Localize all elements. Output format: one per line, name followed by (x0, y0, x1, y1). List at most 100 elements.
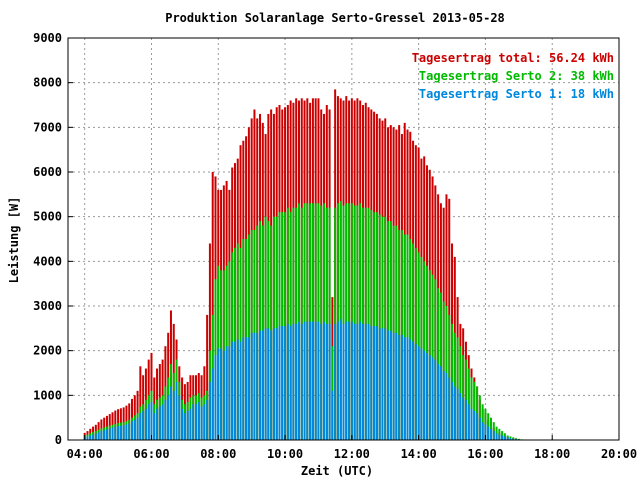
series-serto-1 (83, 319, 523, 440)
bar-serto-1 (400, 335, 403, 440)
bar-serto-2 (406, 234, 409, 440)
y-tick-label: 5000 (33, 210, 62, 224)
bar-serto-2 (448, 314, 451, 440)
bar-serto-2 (484, 408, 487, 440)
bar-serto-1 (131, 421, 134, 440)
bar-serto-1 (119, 425, 122, 440)
bar-serto-1 (428, 355, 431, 440)
bar-serto-1 (464, 399, 467, 440)
bar-serto-1 (114, 426, 117, 440)
bar-serto-1 (192, 404, 195, 440)
bar-serto-1 (323, 321, 326, 440)
y-axis-label: Leistung [W] (7, 197, 21, 284)
bar-serto-1 (484, 424, 487, 440)
bar-serto-1 (100, 431, 103, 440)
bar-serto-1 (395, 332, 398, 440)
bar-serto-2 (259, 221, 262, 440)
bar-serto-1 (389, 330, 392, 440)
bar-serto-1 (456, 388, 459, 440)
bar-serto-1 (245, 337, 248, 440)
bar-serto-1 (281, 326, 284, 440)
bar-serto-1 (292, 323, 295, 440)
bar-serto-2 (353, 205, 356, 440)
bar-serto-2 (370, 209, 373, 440)
bar-serto-2 (334, 207, 337, 440)
x-tick-label: 04:00 (67, 447, 103, 461)
bar-serto-1 (267, 328, 270, 440)
bar-serto-1 (361, 323, 364, 440)
bar-serto-2 (342, 205, 345, 440)
bar-serto-2 (295, 207, 298, 440)
bar-serto-1 (153, 413, 156, 440)
bar-serto-1 (492, 431, 495, 440)
bar-serto-1 (359, 321, 362, 440)
bar-serto-1 (256, 332, 259, 440)
bar-serto-2 (437, 288, 440, 440)
bar-serto-1 (325, 323, 328, 440)
bar-serto-1 (403, 337, 406, 440)
bar-serto-1 (172, 390, 175, 440)
bar-serto-1 (242, 337, 245, 440)
x-tick-label: 10:00 (267, 447, 303, 461)
bar-serto-1 (167, 395, 170, 440)
bar-serto-1 (128, 423, 131, 440)
bar-serto-1 (197, 402, 200, 440)
bar-serto-1 (473, 410, 476, 440)
y-tick-label: 6000 (33, 165, 62, 179)
bar-serto-2 (367, 207, 370, 440)
bar-serto-1 (420, 348, 423, 440)
bar-serto-1 (250, 332, 253, 440)
bar-serto-1 (501, 435, 504, 440)
x-tick-label: 16:00 (467, 447, 503, 461)
bar-serto-1 (373, 326, 376, 440)
bar-serto-2 (478, 395, 481, 440)
y-axis: 0 1000 2000 3000 4000 5000 6000 7000 8000 9000 (33, 31, 73, 447)
bar-serto-1 (136, 417, 139, 440)
bar-serto-1 (512, 438, 515, 440)
bar-serto-1 (297, 321, 300, 440)
bar-serto-1 (222, 350, 225, 440)
bar-serto-2 (498, 428, 501, 440)
bar-serto-1 (208, 381, 211, 440)
bar-serto-1 (378, 328, 381, 440)
bar-serto-1 (233, 341, 236, 440)
bar-serto-1 (367, 323, 370, 440)
bar-serto-1 (139, 413, 142, 440)
bar-serto-1 (261, 330, 264, 440)
bar-serto-2 (247, 234, 250, 440)
bar-serto-1 (503, 436, 506, 440)
bar-serto-1 (370, 326, 373, 440)
bar-serto-1 (442, 370, 445, 440)
chart-title: Produktion Solaranlage Serto-Gressel 201… (165, 11, 505, 25)
bar-serto-2 (515, 438, 518, 440)
bar-serto-1 (217, 348, 220, 440)
bar-serto-1 (117, 426, 120, 440)
bar-serto-1 (306, 321, 309, 440)
bar-serto-1 (331, 390, 334, 440)
bar-serto-1 (231, 341, 234, 440)
bar-serto-1 (506, 437, 509, 440)
bar-serto-1 (142, 410, 145, 440)
bar-serto-1 (133, 419, 136, 440)
bar-serto-1 (144, 408, 147, 440)
bar-serto-1 (259, 330, 262, 440)
bar-serto-2 (389, 221, 392, 440)
bar-serto-2 (473, 381, 476, 440)
y-tick-label: 7000 (33, 120, 62, 134)
bar-serto-2 (361, 207, 364, 440)
bar-serto-2 (320, 205, 323, 440)
bar-serto-1 (200, 406, 203, 440)
bar-serto-1 (317, 321, 320, 440)
bar-serto-1 (414, 343, 417, 440)
bar-serto-1 (178, 395, 181, 440)
legend-item-serto-2: Tagesertrag Serto 2: 38 kWh (419, 69, 614, 83)
x-tick-label: 06:00 (133, 447, 169, 461)
bar-serto-2 (286, 207, 289, 440)
bar-serto-1 (275, 328, 278, 440)
bar-serto-1 (509, 438, 512, 440)
bar-serto-1 (164, 399, 167, 440)
bar-serto-2 (325, 207, 328, 440)
bar-serto-1 (481, 422, 484, 440)
bar-serto-1 (412, 341, 415, 440)
